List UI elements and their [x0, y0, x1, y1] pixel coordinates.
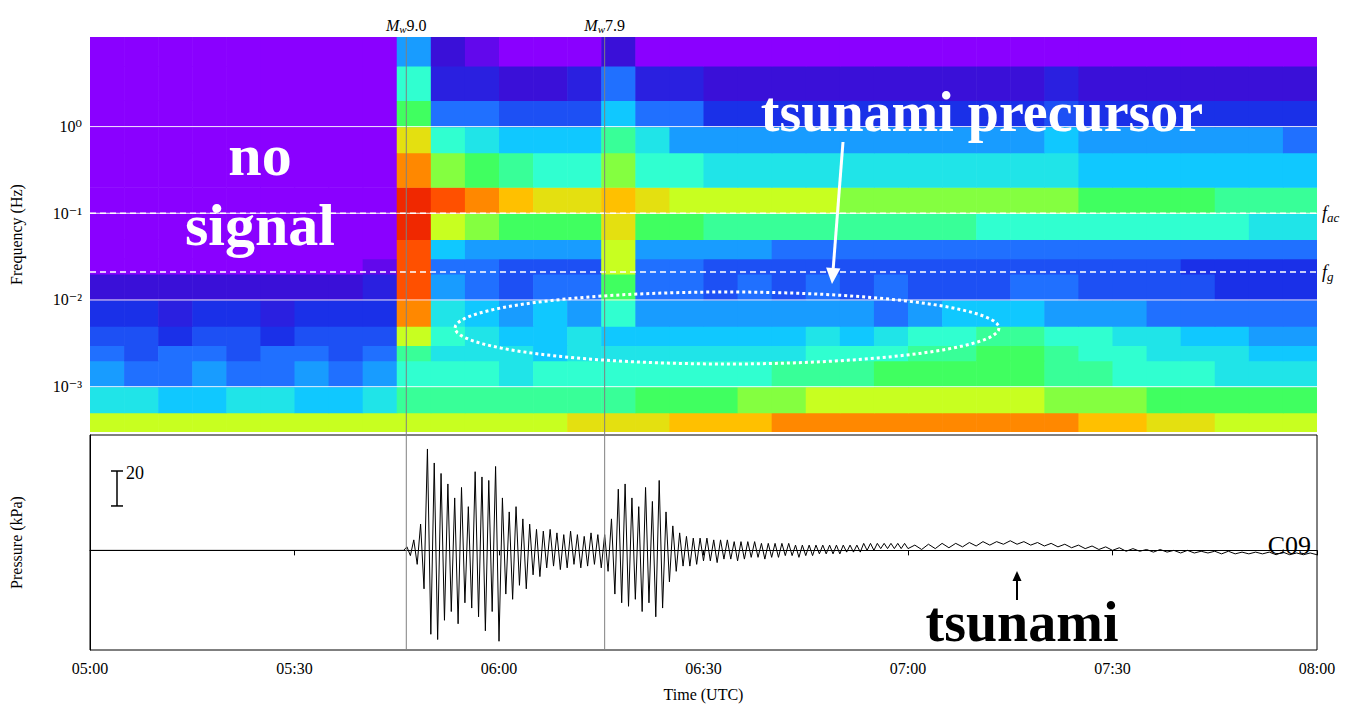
svg-text:f: f [1322, 203, 1327, 224]
svg-text:tsunami: tsunami [926, 591, 1119, 653]
svg-text:f: f [1322, 262, 1327, 282]
svg-text:10⁻¹: 10⁻¹ [53, 205, 82, 222]
svg-text:10⁻²: 10⁻² [53, 291, 82, 308]
svg-text:ac: ac [1327, 210, 1340, 225]
svg-text:g: g [1327, 269, 1334, 284]
svg-text:C09: C09 [1268, 531, 1311, 560]
svg-text:10⁻³: 10⁻³ [53, 378, 82, 395]
svg-text:05:30: 05:30 [276, 660, 312, 677]
svg-text:10⁰: 10⁰ [60, 118, 82, 135]
svg-text:no: no [228, 122, 291, 188]
svg-text:06:30: 06:30 [685, 660, 721, 677]
svg-text:Time (UTC): Time (UTC) [664, 686, 744, 704]
svg-text:06:00: 06:00 [481, 660, 517, 677]
svg-text:08:00: 08:00 [1299, 660, 1335, 677]
svg-text:20: 20 [126, 463, 144, 483]
svg-text:tsunami precursor: tsunami precursor [761, 81, 1203, 143]
svg-text:05:00: 05:00 [72, 660, 108, 677]
svg-text:9.0: 9.0 [407, 17, 427, 34]
svg-text:Pressure (kPa): Pressure (kPa) [8, 496, 26, 589]
svg-text:signal: signal [185, 192, 335, 258]
html-text:Mw: Mw [386, 16, 407, 35]
svg-text:07:00: 07:00 [890, 660, 926, 677]
svg-text:7.9: 7.9 [605, 17, 625, 34]
html-text:Mw: Mw [584, 16, 605, 35]
svg-text:Frequency (Hz): Frequency (Hz) [8, 184, 26, 285]
svg-text:07:30: 07:30 [1094, 660, 1130, 677]
